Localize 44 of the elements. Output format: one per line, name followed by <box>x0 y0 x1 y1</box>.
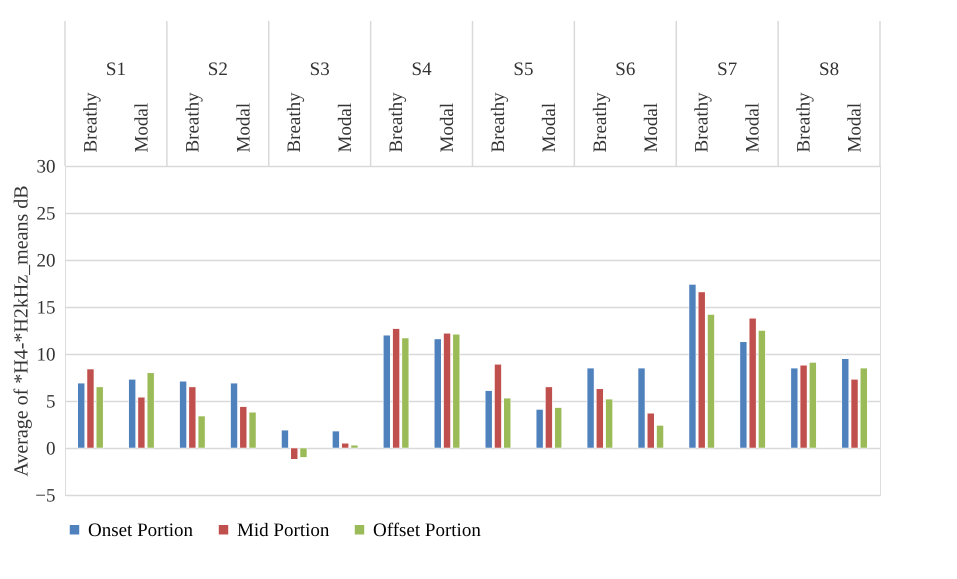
bar <box>198 416 206 448</box>
x-tick-label: Modal <box>335 102 356 152</box>
y-tick-label: 15 <box>36 298 56 318</box>
x-tick-label: Modal <box>437 102 458 152</box>
bar <box>790 368 798 448</box>
y-tick-label: 25 <box>36 204 56 224</box>
x-tick-label: Modal <box>131 102 152 152</box>
text: S7 <box>717 59 738 80</box>
y-tick-label: 20 <box>36 250 56 272</box>
bar <box>740 342 748 448</box>
x-tick-label: Modal <box>233 102 254 152</box>
text: S4 <box>412 59 432 80</box>
bar <box>605 398 613 448</box>
legend-label: Mid Portion <box>237 520 330 541</box>
bar <box>332 430 340 448</box>
x-tick-label: Breathy <box>182 92 204 152</box>
y-tick-label: 30 <box>36 156 56 178</box>
legend-label: Onset Portion <box>88 520 194 541</box>
x-tick-label: Breathy <box>488 92 509 152</box>
bar <box>383 334 391 448</box>
x-tick-label: Modal <box>844 102 866 152</box>
text: S2 <box>208 59 228 80</box>
y-tick-label: 5 <box>46 392 56 412</box>
text: S6 <box>615 59 636 80</box>
x-tick-label: Breathy <box>590 92 611 152</box>
x-tick-label: Breathy <box>692 92 713 152</box>
text: S3 <box>310 59 330 80</box>
y-tick-label: 10 <box>36 344 56 366</box>
bar <box>146 372 154 448</box>
bar <box>554 407 562 448</box>
x-tick-label: Modal <box>640 102 662 152</box>
x-tick-label: Breathy <box>386 92 408 152</box>
x-tick-label: Modal <box>742 102 764 152</box>
y-tick-label: 0 <box>46 438 56 460</box>
x-tick-label: Breathy <box>284 92 306 152</box>
y-tick-label: −5 <box>35 486 56 506</box>
x-tick-label: Modal <box>538 102 560 152</box>
text: S8 <box>819 59 840 80</box>
legend-label: Offset Portion <box>373 520 482 541</box>
text: S1 <box>106 59 126 80</box>
y-axis-title: Average of *H4-*H2kHz_means dB <box>10 185 32 477</box>
x-tick-label: Breathy <box>794 92 815 152</box>
text: S5 <box>513 59 534 80</box>
x-tick-label: Breathy <box>80 92 102 152</box>
